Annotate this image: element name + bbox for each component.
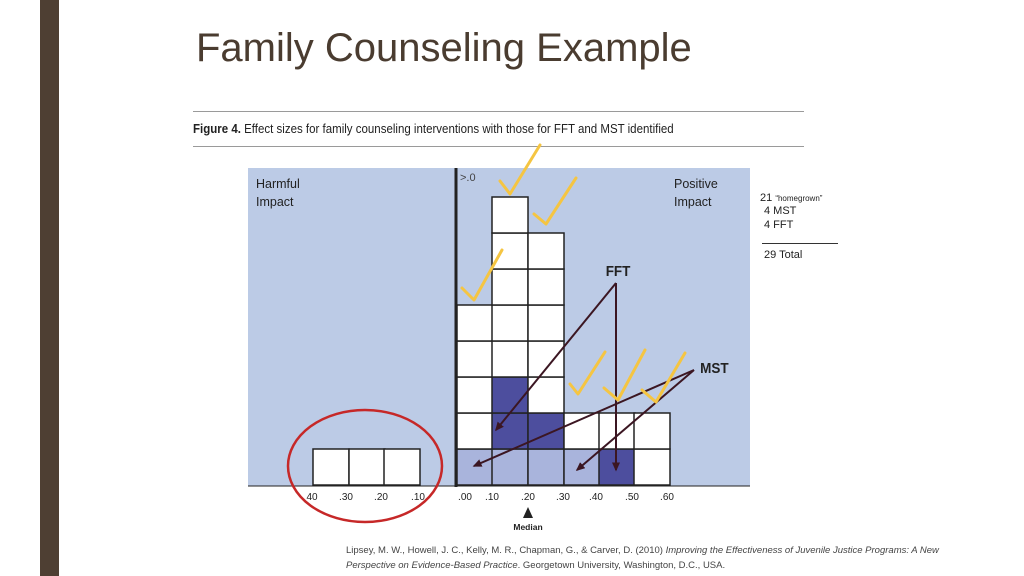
study-cell [383, 448, 421, 486]
tick-label: .50 [625, 492, 639, 503]
study-cell [527, 232, 565, 270]
tally-fft: 4 FFT [764, 219, 794, 231]
study-cell [491, 232, 529, 270]
mst-arrow-to-cell-b [575, 369, 695, 471]
fft-arrows [495, 282, 620, 472]
mst-arrows [472, 369, 695, 471]
zero-marker-label: >.0 [460, 172, 476, 184]
tally-homegrown-count: 21 [760, 192, 773, 204]
harmful-label-line1: Harmful [256, 177, 300, 191]
checkmark-icon [532, 176, 578, 226]
checkmark-icon [498, 143, 542, 196]
tally-mst: 4 MST [764, 205, 797, 217]
tick-label: .20 [374, 492, 388, 503]
figure-caption: Figure 4. Effect sizes for family counse… [193, 122, 674, 136]
positive-label-line1: Positive [674, 177, 718, 191]
study-cell [312, 448, 350, 486]
tally-homegrown-label: “homegrown” [775, 194, 823, 203]
tick-label: .00 [458, 492, 472, 503]
citation-authors: Lipsey, M. W., Howell, J. C., Kelly, M. … [346, 545, 666, 556]
study-cell [456, 448, 494, 486]
checkmark-icon [640, 351, 687, 404]
study-cell [491, 196, 529, 234]
mst-label: MST [700, 360, 729, 377]
tally-homegrown: 21 “homegrown” [760, 192, 822, 204]
checkmarks [460, 143, 687, 404]
mst-arrow-to-cell-a [472, 369, 695, 467]
slide-title: Family Counseling Example [196, 26, 692, 70]
checkmark-icon [568, 350, 607, 396]
study-cell [527, 340, 565, 378]
study-cell [456, 376, 494, 414]
figure-caption-rule [193, 146, 804, 147]
fft-arrow-to-cell-a [495, 282, 617, 432]
tick-label: .20 [521, 492, 535, 503]
study-cell [527, 304, 565, 342]
fft-label: FFT [606, 263, 631, 280]
tick-label: .10 [411, 492, 425, 503]
study-cell [491, 412, 529, 450]
tally-divider [762, 243, 838, 244]
citation: Lipsey, M. W., Howell, J. C., Kelly, M. … [346, 543, 986, 573]
median-label: Median [513, 522, 542, 532]
checkmark-icon [460, 248, 504, 302]
tick-label: .60 [660, 492, 674, 503]
study-cell [456, 304, 494, 342]
study-cell [491, 304, 529, 342]
figure-caption-label: Figure 4. [193, 122, 241, 136]
tally-total: 29 Total [764, 249, 803, 261]
positive-label-line2: Impact [674, 195, 712, 209]
left-tick-labels: 40 .30 .20 .10 [306, 492, 425, 503]
checkmark-icon [602, 348, 647, 402]
study-cell [633, 412, 671, 450]
tick-label: .40 [589, 492, 603, 503]
study-cell [633, 448, 671, 486]
harmful-label-line2: Impact [256, 195, 294, 209]
figure-top-rule [193, 111, 804, 112]
tick-label: .30 [339, 492, 353, 503]
figure-caption-text: Effect sizes for family counseling inter… [244, 122, 674, 136]
study-cell [456, 340, 494, 378]
slide-side-bar [40, 0, 59, 576]
study-cell [527, 448, 565, 486]
median-marker-icon [523, 507, 533, 518]
study-cell [491, 448, 529, 486]
study-cell [491, 268, 529, 306]
right-tick-labels: .00 .10 .20 .30 .40 .50 .60 [458, 492, 674, 503]
study-cell [491, 340, 529, 378]
study-cell [348, 448, 386, 486]
study-cell [456, 412, 494, 450]
study-cell [527, 268, 565, 306]
tick-label: 40 [306, 492, 318, 503]
study-cell [527, 412, 565, 450]
tick-label: .30 [556, 492, 570, 503]
study-cell [527, 376, 565, 414]
citation-work: Improving the Effectiveness of Juvenile … [346, 545, 939, 571]
harmful-studies-circle [286, 408, 444, 524]
study-cell [491, 376, 529, 414]
tick-label: .10 [485, 492, 499, 503]
citation-publisher: . Georgetown University, Washington, D.C… [517, 560, 726, 571]
